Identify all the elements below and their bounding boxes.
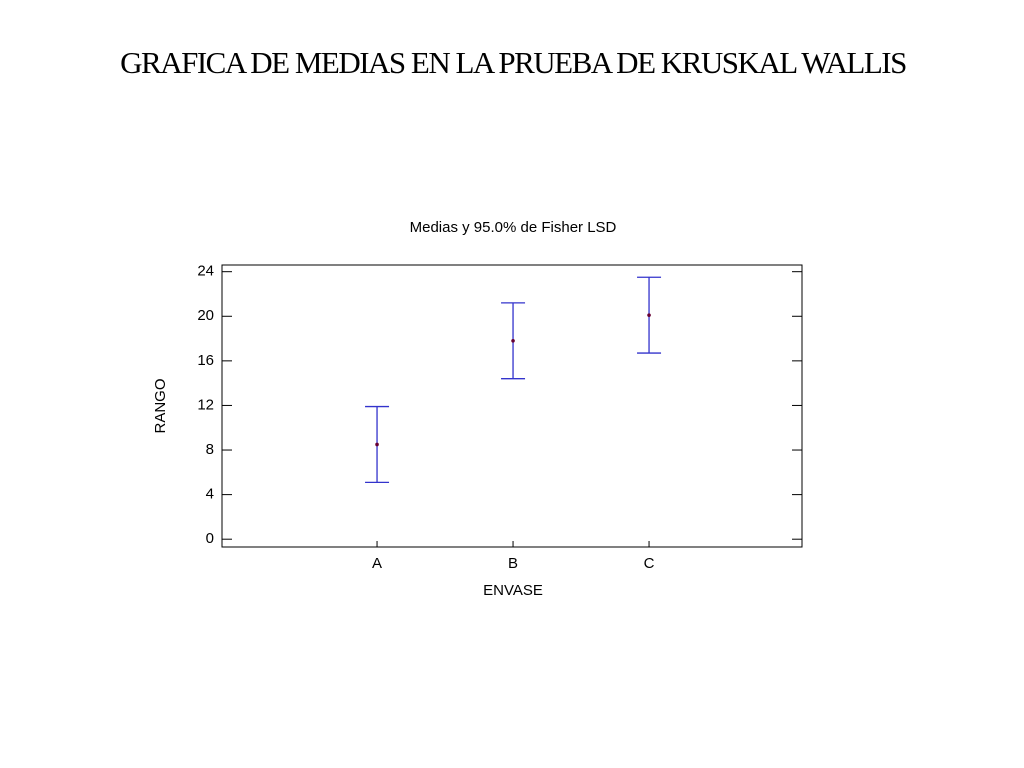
x-tick-label: B [508,555,518,572]
slide-title: GRAFICA DE MEDIAS EN LA PRUEBA DE KRUSKA… [120,45,906,80]
y-tick-label: 0 [206,530,214,547]
y-tick-label: 8 [206,441,214,458]
chart-title: Medias y 95.0% de Fisher LSD [410,219,617,236]
y-tick-label: 20 [197,307,214,324]
x-tick-label: C [644,555,655,572]
mean-marker [511,338,515,343]
y-tick-label: 24 [197,263,214,280]
y-tick-label: 4 [206,486,214,503]
plot-frame [221,264,803,548]
mean-marker [375,442,379,447]
mean-marker [647,313,651,317]
x-tick-label: A [372,555,382,572]
x-axis-label: ENVASE [483,582,543,599]
y-axis-label: RANGO [152,378,169,433]
y-tick-label: 16 [197,352,214,369]
y-tick-label: 12 [197,396,214,413]
